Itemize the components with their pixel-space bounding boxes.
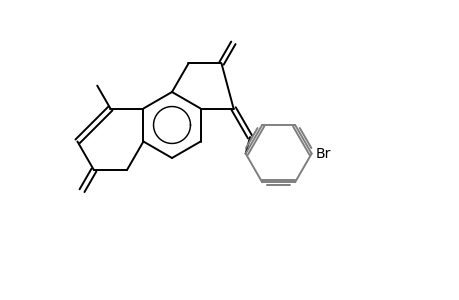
Text: Br: Br	[315, 147, 330, 160]
